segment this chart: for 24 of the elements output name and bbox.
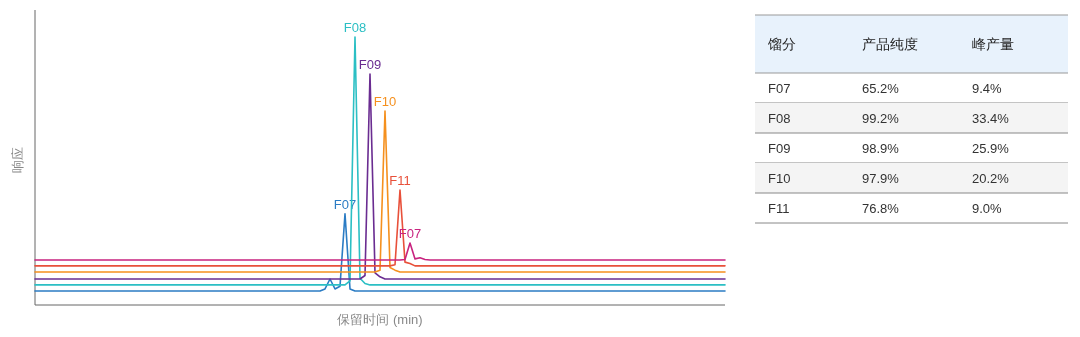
category-label: F11	[768, 201, 790, 216]
data-label: 9.0%	[972, 201, 1003, 216]
data-label: 20.2%	[972, 171, 1010, 186]
series-label: F11	[389, 173, 411, 189]
data-label: 25.9%	[972, 141, 1010, 156]
series-label: F09	[358, 56, 382, 72]
category-label: F10	[768, 171, 791, 186]
series-label: F10	[373, 93, 397, 109]
category-label: F08	[768, 111, 791, 126]
data-label: 9.4%	[972, 81, 1003, 96]
series-label: F08	[343, 20, 367, 35]
data-label: 65.2%	[862, 81, 900, 96]
x-axis-title: 保留时间 (min)	[337, 312, 423, 327]
category-label: F09	[768, 141, 791, 156]
text: 峰产量	[972, 36, 1014, 52]
y-axis-title: 响应	[10, 147, 25, 173]
category-label: F07	[768, 81, 791, 96]
data-label: 33.4%	[972, 111, 1010, 126]
data-label: 98.9%	[862, 141, 900, 156]
text: 馏分	[767, 36, 796, 52]
data-label: 76.8%	[862, 201, 900, 216]
data-label: 99.2%	[862, 111, 900, 126]
text: 产品纯度	[862, 36, 918, 52]
data-label: 97.9%	[862, 171, 900, 186]
